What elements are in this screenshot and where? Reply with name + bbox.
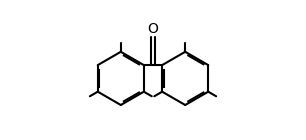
Text: O: O <box>147 22 159 36</box>
